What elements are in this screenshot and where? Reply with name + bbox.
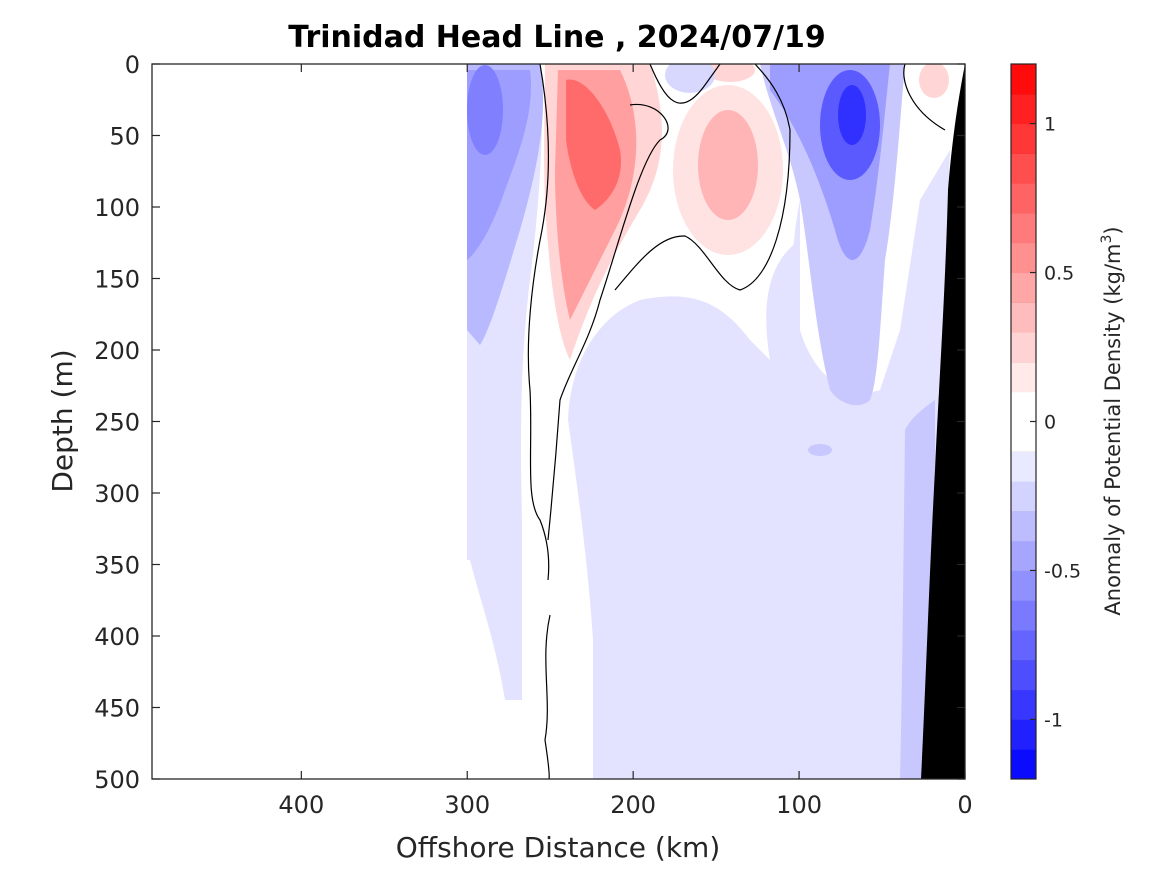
y-tick-label: 500: [94, 766, 140, 794]
y-tick-label: 300: [94, 480, 140, 508]
colorbar-tick-label: 1: [1044, 114, 1056, 136]
zero-contour-mid: [649, 64, 721, 104]
zero-contour-deep-loop: [544, 614, 551, 779]
colorbar-swatch: [1011, 749, 1036, 780]
colorbar-swatch: [1011, 64, 1036, 95]
colorbar-swatch: [1011, 689, 1036, 720]
colorbar-swatch: [1011, 391, 1036, 422]
colorbar-swatch: [1011, 451, 1036, 482]
region-deep-negative-field: [568, 240, 800, 779]
y-tick-label: 250: [94, 409, 140, 437]
colorbar-swatch: [1011, 272, 1036, 303]
colorbar-swatch: [1011, 123, 1036, 154]
zero-contour: [527, 64, 946, 779]
colorbar-swatch: [1011, 540, 1036, 571]
colorbar-swatch: [1011, 302, 1036, 333]
region-positive-core-west-inner: [566, 79, 621, 210]
y-axis: 0 50 100 150 200 250 300 350 400 450 500: [94, 51, 965, 794]
chart-title: Trinidad Head Line , 2024/07/19: [288, 20, 825, 55]
y-tick-label: 450: [94, 695, 140, 723]
anomaly-field: [467, 64, 950, 779]
colorbar-tick-label: -0.5: [1044, 560, 1081, 582]
y-tick-label: 100: [94, 194, 140, 222]
colorbar-swatch: [1011, 183, 1036, 214]
y-tick-label: 150: [94, 266, 140, 294]
region-surface-negative-small: [665, 64, 715, 93]
colorbar-tick-label: 0: [1044, 412, 1056, 434]
colorbar-swatch: [1011, 570, 1036, 601]
x-tick-label: 0: [957, 791, 972, 819]
colorbar-label: Anomaly of Potential Density (kg/m3): [1099, 226, 1125, 615]
bathymetry: [921, 64, 965, 779]
zero-contour-nearshore: [903, 64, 946, 131]
y-tick-label: 0: [125, 51, 140, 79]
x-axis-label: Offshore Distance (km): [396, 831, 721, 864]
colorbar-swatch: [1011, 481, 1036, 512]
colorbar-swatch: [1011, 600, 1036, 631]
y-axis-label: Depth (m): [46, 349, 79, 492]
x-tick-label: 100: [776, 791, 822, 819]
region-positive-surface-nearshore: [919, 64, 949, 98]
x-tick-label: 300: [444, 791, 490, 819]
zero-contour-center-loop: [614, 64, 791, 291]
x-axis: 400 300 200 100 0: [278, 64, 973, 819]
colorbar-tick-label: 0.5: [1044, 263, 1074, 285]
y-tick-label: 50: [109, 123, 140, 151]
x-tick-label: 400: [278, 791, 324, 819]
y-tick-label: 350: [94, 552, 140, 580]
colorbar-swatch: [1011, 93, 1036, 125]
colorbar-swatch: [1011, 630, 1036, 661]
colorbar-swatch: [1011, 421, 1036, 452]
colorbar: 1 0.5 0 -0.5 -1: [1010, 63, 1081, 780]
region-positive-core-mid-inner: [698, 110, 758, 220]
y-tick-label: 400: [94, 623, 140, 651]
region-small-negative-spot: [808, 444, 832, 456]
region-offshore-negative-spot: [467, 65, 503, 155]
colorbar-swatch: [1011, 332, 1036, 363]
colorbar-swatch: [1011, 361, 1036, 393]
x-tick-label: 200: [610, 791, 656, 819]
zero-contour-east-loop: [547, 103, 669, 541]
region-negative-core-nearshore-center: [838, 85, 866, 145]
colorbar-swatch: [1011, 153, 1036, 184]
colorbar-swatch: [1011, 510, 1036, 542]
zero-contour-west: [527, 64, 550, 581]
y-tick-label: 200: [94, 337, 140, 365]
colorbar-swatch: [1011, 242, 1036, 274]
colorbar-swatch: [1011, 659, 1036, 691]
colorbar-tick-label: -1: [1044, 709, 1063, 731]
colorbar-swatch: [1011, 212, 1036, 244]
colorbar-swatch: [1011, 719, 1036, 750]
